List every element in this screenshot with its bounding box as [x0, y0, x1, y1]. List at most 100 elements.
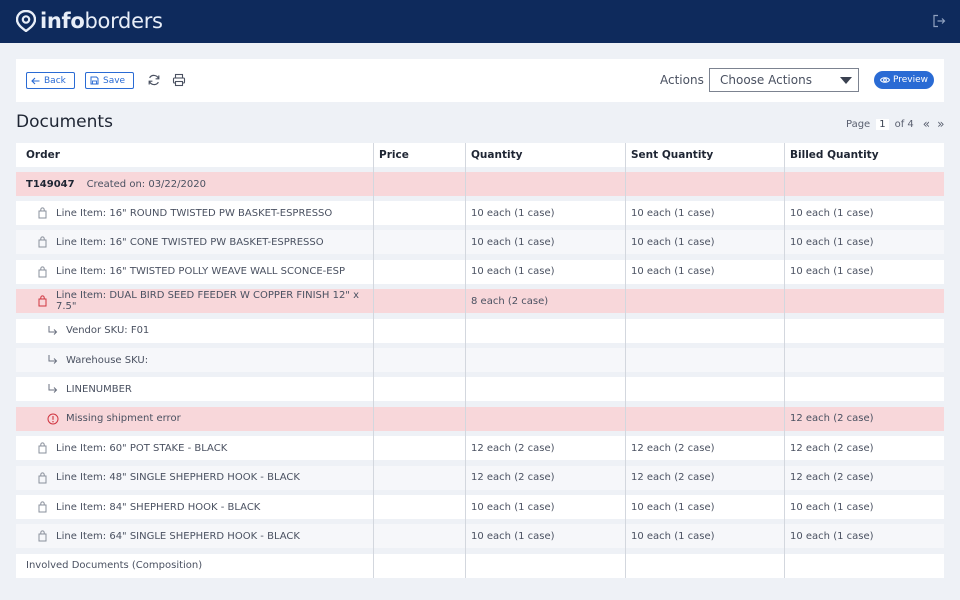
sent-quantity-cell: 12 each (2 case) [631, 442, 715, 454]
quantity-cell: 12 each (2 case) [471, 442, 555, 454]
billed-quantity-cell [784, 348, 944, 372]
actions-select[interactable]: Choose Actions [709, 68, 859, 92]
row-label: Line Item: 60" POT STAKE - BLACK [56, 442, 228, 454]
price-cell [373, 377, 465, 401]
logout-icon[interactable] [932, 14, 946, 28]
billed-quantity-cell: 10 each (1 case) [790, 501, 874, 513]
sent-quantity-cell: 10 each (1 case) [631, 207, 715, 219]
page-title: Documents [16, 112, 113, 132]
app-header: infoborders [0, 0, 960, 43]
sent-quantity-cell [625, 319, 784, 343]
row-label: Line Item: 64" SINGLE SHEPHERD HOOK - BL… [56, 530, 300, 542]
price-cell [373, 289, 465, 313]
order-cell: Line Item: 60" POT STAKE - BLACK [16, 436, 373, 460]
billed-quantity-cell: 10 each (1 case) [790, 207, 874, 219]
quantity-cell [465, 377, 625, 401]
sent-quantity-cell [625, 377, 784, 401]
sent-quantity-cell: 10 each (1 case) [631, 530, 715, 542]
save-button[interactable]: Save [85, 72, 134, 89]
order-cell: Warehouse SKU: [16, 348, 373, 372]
involved-documents-row[interactable]: Involved Documents (Composition) [16, 553, 944, 578]
billed-quantity-cell [784, 289, 944, 313]
logo-text: infoborders [40, 9, 163, 33]
column-header-sent-quantity[interactable]: Sent Quantity [631, 149, 714, 161]
billed-quantity-cell: 12 each (2 case) [790, 413, 874, 425]
column-header-order[interactable]: Order [26, 149, 60, 161]
back-button-label: Back [44, 75, 66, 86]
line-item-detail-row[interactable]: Warehouse SKU: [16, 348, 944, 372]
column-header-price[interactable]: Price [379, 149, 409, 161]
arrow-left-icon [31, 77, 40, 84]
chevron-double-right-icon[interactable]: » [937, 117, 945, 131]
subdirectory-arrow-icon [48, 384, 58, 394]
price-cell [373, 436, 465, 460]
order-cell: Line Item: 16" ROUND TWISTED PW BASKET-E… [16, 201, 373, 225]
subdirectory-arrow-icon [48, 355, 58, 364]
quantity-cell: 8 each (2 case) [471, 295, 549, 307]
preview-button-label: Preview [892, 75, 929, 85]
column-header-billed-quantity[interactable]: Billed Quantity [790, 149, 879, 161]
order-cell: Line Item: 64" SINGLE SHEPHERD HOOK - BL… [16, 524, 373, 548]
sent-quantity-cell: 10 each (1 case) [631, 266, 715, 278]
quantity-cell: 12 each (2 case) [471, 472, 555, 484]
pager-label: Page [846, 118, 871, 130]
logo-text-part2: borders [84, 9, 163, 33]
order-cell: Line Item: 16" TWISTED POLLY WEAVE WALL … [16, 260, 373, 284]
preview-button[interactable]: Preview [874, 71, 934, 89]
billed-quantity-cell: 12 each (2 case) [790, 472, 874, 484]
billed-quantity-cell: 10 each (1 case) [790, 266, 874, 278]
actions-select-value: Choose Actions [720, 73, 812, 87]
price-cell [373, 466, 465, 490]
logo-pin-icon [16, 10, 36, 32]
price-cell [373, 348, 465, 372]
price-cell [373, 230, 465, 254]
line-item-row[interactable]: Line Item: 64" SINGLE SHEPHERD HOOK - BL… [16, 524, 944, 549]
shopping-bag-icon [38, 530, 47, 542]
pagination: Page 1 of 4 « » [846, 117, 944, 131]
price-cell [373, 319, 465, 343]
order-cell: T149047 Created on: 03/22/2020 [16, 172, 373, 196]
chevron-double-left-icon[interactable]: « [922, 117, 931, 131]
row-label: Line Item: 48" SINGLE SHEPHERD HOOK - BL… [56, 472, 300, 484]
order-cell: Line Item: 16" CONE TWISTED PW BASKET-ES… [16, 230, 373, 254]
caret-down-icon [840, 77, 852, 84]
line-item-row[interactable]: Line Item: 48" SINGLE SHEPHERD HOOK - BL… [16, 465, 944, 490]
error-row[interactable]: Missing shipment error 12 each (2 case) [16, 406, 944, 431]
line-item-row[interactable]: Line Item: 16" TWISTED POLLY WEAVE WALL … [16, 259, 944, 284]
table-header-row: Order Price Quantity Sent Quantity Bille… [16, 143, 944, 167]
row-label: Warehouse SKU: [66, 354, 149, 366]
pager-current-page[interactable]: 1 [876, 118, 889, 130]
refresh-icon[interactable] [147, 73, 161, 87]
order-cell: Vendor SKU: F01 [16, 319, 373, 343]
column-divider [625, 143, 626, 578]
shopping-bag-icon [38, 266, 47, 278]
order-cell: Line Item: 48" SINGLE SHEPHERD HOOK - BL… [16, 466, 373, 490]
price-cell [373, 495, 465, 519]
line-item-detail-row[interactable]: LINENUMBER [16, 377, 944, 402]
shopping-bag-icon [38, 207, 47, 219]
order-created-date: Created on: 03/22/2020 [86, 178, 206, 190]
column-header-quantity[interactable]: Quantity [471, 149, 523, 161]
line-item-row[interactable]: Line Item: 84" SHEPHERD HOOK - BLACK 10 e… [16, 495, 944, 519]
print-icon[interactable] [172, 73, 186, 87]
line-item-row[interactable]: Line Item: 60" POT STAKE - BLACK 12 each … [16, 436, 944, 461]
line-item-row[interactable]: Line Item: DUAL BIRD SEED FEEDER W COPPE… [16, 289, 944, 314]
order-id: T149047 [26, 178, 75, 190]
line-item-detail-row[interactable]: Vendor SKU: F01 [16, 318, 944, 343]
row-label: Line Item: 84" SHEPHERD HOOK - BLACK [56, 501, 261, 513]
back-button[interactable]: Back [26, 72, 75, 89]
order-cell: Line Item: DUAL BIRD SEED FEEDER W COPPE… [16, 289, 373, 313]
billed-quantity-cell [784, 319, 944, 343]
order-cell: LINENUMBER [16, 377, 373, 401]
billed-quantity-cell: 12 each (2 case) [790, 442, 874, 454]
line-item-row[interactable]: Line Item: 16" ROUND TWISTED PW BASKET-E… [16, 201, 944, 225]
billed-quantity-cell: 10 each (1 case) [790, 236, 874, 248]
order-row[interactable]: T149047 Created on: 03/22/2020 [16, 172, 944, 196]
shopping-bag-icon [38, 501, 47, 513]
shopping-bag-icon [38, 472, 47, 484]
logo[interactable]: infoborders [16, 8, 163, 34]
price-cell [373, 407, 465, 431]
sent-quantity-cell: 10 each (1 case) [631, 236, 715, 248]
line-item-row[interactable]: Line Item: 16" CONE TWISTED PW BASKET-ES… [16, 230, 944, 255]
price-cell [373, 260, 465, 284]
